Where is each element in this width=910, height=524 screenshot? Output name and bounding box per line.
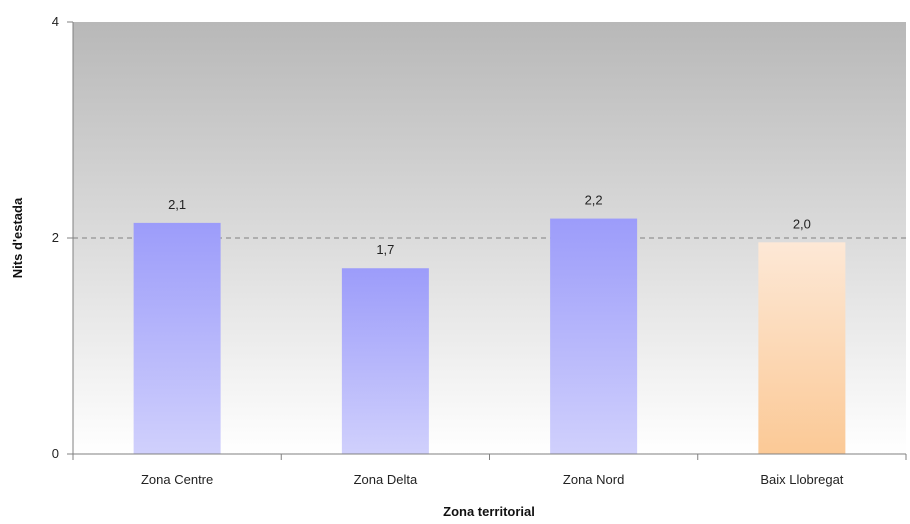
data-label: 2,1 [168,197,186,212]
y-tick-label: 2 [52,230,59,245]
x-tick-label: Zona Nord [563,472,624,487]
data-label: 2,2 [585,193,603,208]
x-tick-label: Zona Centre [141,472,213,487]
data-label: 2,0 [793,216,811,231]
y-tick-label: 0 [52,446,59,461]
bar [133,222,221,454]
x-tick-label: Zona Delta [354,472,418,487]
data-label: 1,7 [376,242,394,257]
bar [550,218,638,454]
y-axis-title: Nits d'estada [10,197,25,278]
bar-layer: 2,1 1,7 2,2 2,0 [133,193,846,454]
bar [341,268,429,454]
axis-layer: 0 2 4 Zona Centre Zona Delta Zona Nord Baix Ll… [52,14,907,487]
x-axis-title: Zona territorial [443,504,535,519]
x-tick-label: Baix Llobregat [760,472,843,487]
bar [758,242,846,454]
y-tick-label: 4 [52,14,59,29]
